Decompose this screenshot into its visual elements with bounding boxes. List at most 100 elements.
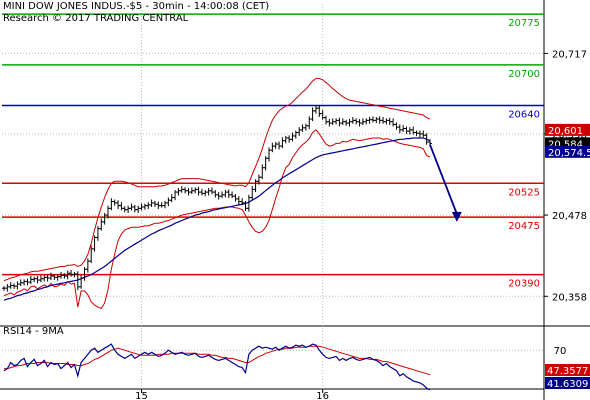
price-bar [132,204,137,213]
level-label-20640: 20640 [508,109,540,120]
price-bar [213,190,218,198]
price-bar [196,186,201,196]
rsi-badge-1 [545,377,590,389]
price-bar [407,127,412,135]
rsi-line [3,343,431,391]
price-bar [109,198,114,211]
projection-arrow-shaft [429,144,458,215]
y-tick-label-2: 20,478 [552,211,587,222]
price-bar [337,117,342,127]
lower-band-line [3,129,431,310]
level-label-20775: 20775 [508,18,540,29]
price-bar [347,119,352,127]
price-bar [277,141,282,150]
price-bar [297,127,302,136]
price-bar [85,258,90,273]
price-bar [260,164,265,180]
price-bar [28,275,33,285]
price-bar [119,202,124,211]
value-badge-2 [545,145,590,158]
price-bar [199,188,204,196]
price-bar [230,191,235,199]
rsi-panel-title: RSI14 - 9MA [3,326,64,337]
x-tick-label-1: 16 [316,391,329,400]
price-bar [391,118,396,127]
upper-band-line [3,77,431,282]
price-bar [283,135,288,144]
price-bar [173,190,178,201]
price-bar [270,142,275,153]
price-bar [236,196,241,205]
price-bar [163,200,168,209]
rsi-badge-label-1: 41.6309 [547,379,588,390]
rsi-badge-label-0: 47.3577 [547,366,588,377]
price-bar [411,126,416,135]
price-bar [169,194,174,203]
price-bar [15,281,20,290]
price-bar [126,205,131,214]
price-bar [394,122,399,130]
price-bar [116,200,121,210]
price-bar [374,116,379,124]
price-bar [317,105,322,117]
price-bar [307,116,312,130]
price-bar [367,116,372,124]
rsi-tick-label-70: 70 [554,346,567,357]
price-bar [250,186,255,200]
price-bar [324,115,329,125]
level-label-20475: 20475 [508,221,540,232]
price-bar [159,202,164,208]
price-bar [79,274,84,289]
rsi-badge-0 [545,364,590,376]
price-bar [209,187,214,195]
copyright-label: Research © 2017 TRADING CENTRAL [3,13,189,24]
price-bar [421,130,426,138]
price-bar [193,187,198,194]
price-bar [176,188,181,196]
price-bar [273,142,278,149]
level-label-20700: 20700 [508,69,540,80]
price-bar [293,130,298,139]
price-bar [22,279,27,286]
value-badge-0 [545,123,590,136]
price-bar [364,118,369,125]
price-bar [223,190,228,198]
price-bar [370,116,375,123]
price-bar [280,137,285,149]
price-bar [313,106,318,114]
price-bar [206,188,211,196]
price-bar [166,197,171,207]
y-tick-label-0: 20,717 [552,49,587,60]
moving-average-line [3,137,431,301]
price-bar [320,110,325,120]
price-bar [226,189,231,199]
price-bar [334,118,339,125]
price-bar [5,284,10,292]
value-badge-label-0: 20,601 [548,126,583,137]
price-bar [99,218,104,231]
price-bar [42,275,47,282]
chart-title: MINI DOW JONES INDUS.-$5 - 30min - 14:00… [3,1,270,12]
price-bar [310,107,315,122]
level-label-20525: 20525 [508,187,540,198]
price-bar [69,269,74,277]
price-bar [404,126,409,134]
level-label-20390: 20390 [508,279,540,290]
price-bar [146,202,151,210]
price-bar [266,147,271,162]
value-badge-label-1: 20,584 [548,139,583,150]
price-bar [136,205,141,214]
price-bar [142,203,147,210]
price-bar [32,276,37,283]
price-bar [384,118,389,125]
y-tick-label-3: 20,358 [552,292,587,303]
x-tick-label-0: 15 [135,391,148,400]
price-bar [381,116,386,124]
price-bar [203,190,208,197]
value-badge-label-2: 20,574.5 [548,148,590,159]
price-bar [303,123,308,131]
projection-arrow-head [451,211,462,222]
price-bar [233,194,238,202]
price-bar [397,124,402,134]
